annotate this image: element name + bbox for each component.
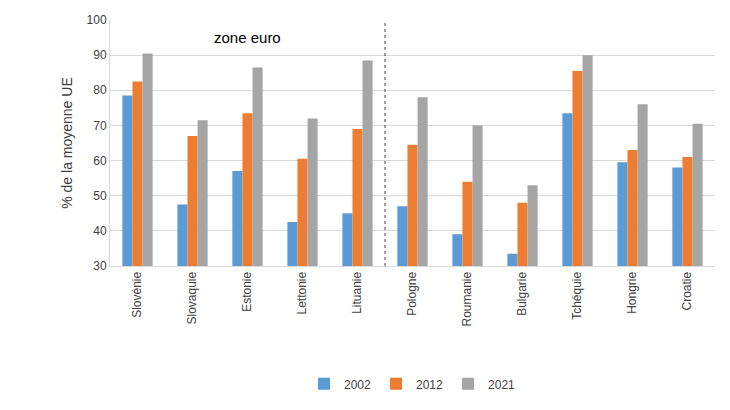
svg-text:70: 70: [93, 119, 107, 133]
svg-text:Estonie: Estonie: [240, 271, 254, 311]
svg-text:80: 80: [93, 83, 107, 97]
svg-text:60: 60: [93, 154, 107, 168]
svg-text:2021: 2021: [488, 378, 515, 392]
svg-text:Slovénie: Slovénie: [130, 271, 144, 317]
svg-text:40: 40: [93, 224, 107, 238]
svg-text:50: 50: [93, 189, 107, 203]
svg-text:Bulgarie: Bulgarie: [515, 271, 529, 315]
svg-text:zone euro: zone euro: [214, 29, 281, 46]
svg-text:Slovaquie: Slovaquie: [185, 271, 199, 324]
svg-text:Lituanie: Lituanie: [350, 271, 364, 313]
svg-text:Croatie: Croatie: [680, 271, 694, 310]
svg-text:Pologne: Pologne: [405, 271, 419, 315]
svg-text:2012: 2012: [416, 378, 443, 392]
svg-text:Hongrie: Hongrie: [625, 271, 639, 313]
svg-text:% de la moyenne UE: % de la moyenne UE: [59, 77, 75, 209]
svg-text:30: 30: [93, 259, 107, 273]
svg-text:Roumanie: Roumanie: [460, 271, 474, 326]
svg-text:Lettonie: Lettonie: [295, 271, 309, 314]
svg-text:90: 90: [93, 48, 107, 62]
svg-text:100: 100: [87, 13, 107, 27]
svg-text:Tchéquie: Tchéquie: [570, 271, 584, 319]
svg-text:2002: 2002: [344, 378, 371, 392]
